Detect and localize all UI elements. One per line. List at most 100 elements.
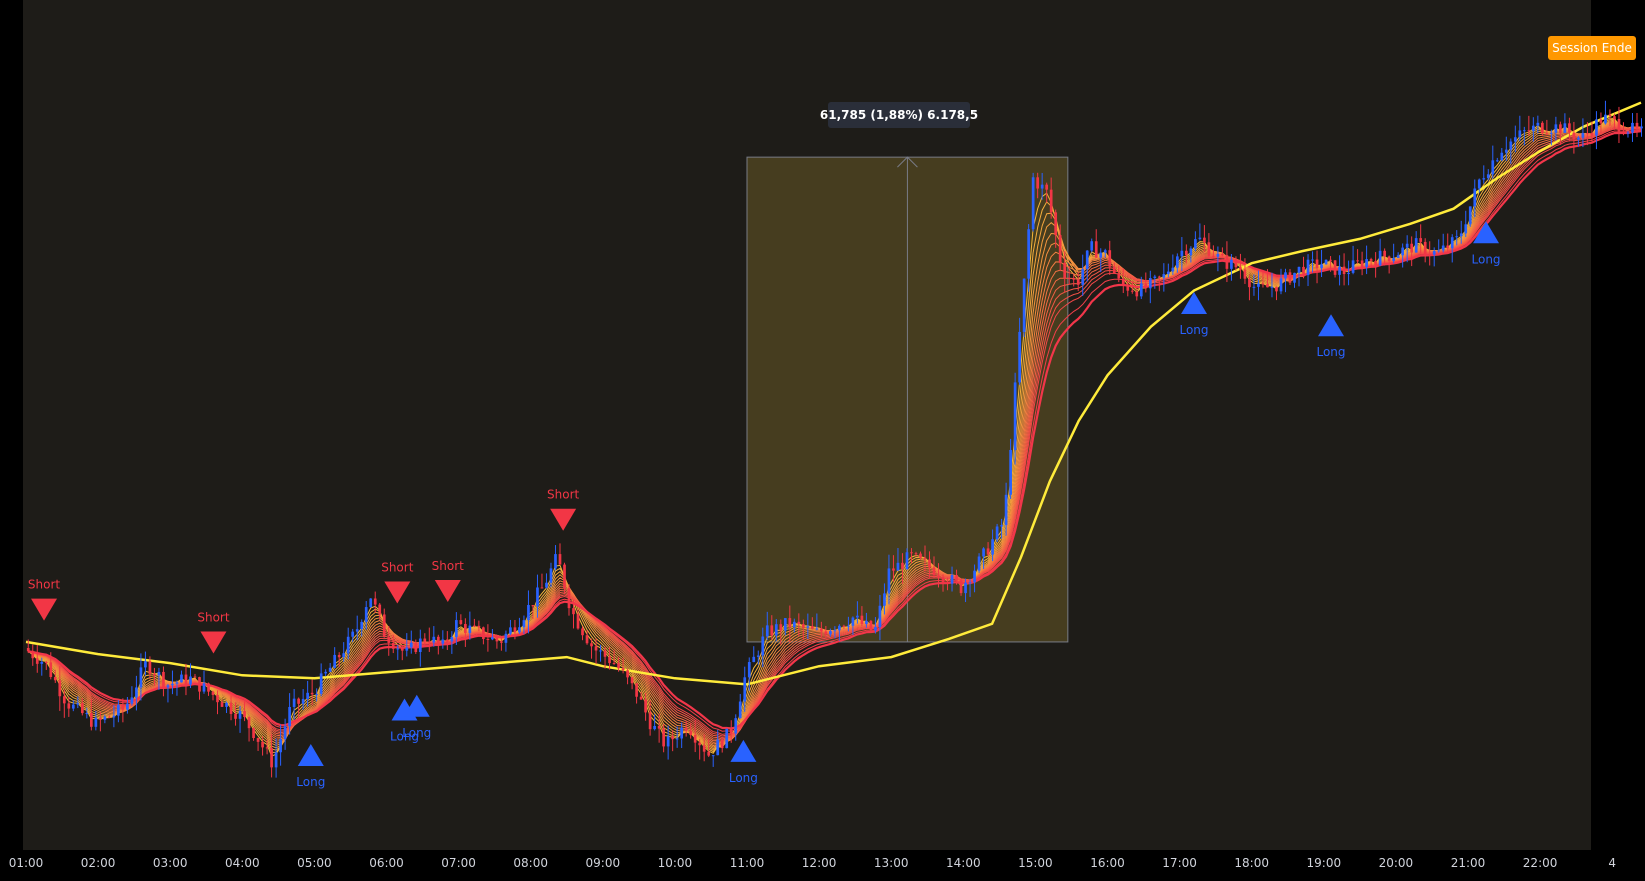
candle-body bbox=[707, 751, 711, 756]
candle-body bbox=[1248, 278, 1251, 288]
candle bbox=[1203, 225, 1206, 252]
candle-body bbox=[1509, 141, 1513, 150]
candle-body bbox=[1581, 133, 1585, 138]
candle-body bbox=[1288, 272, 1292, 283]
candle-body bbox=[1423, 241, 1427, 255]
candle bbox=[585, 630, 589, 645]
candle bbox=[590, 638, 593, 659]
candle-body bbox=[653, 726, 656, 730]
candle bbox=[256, 737, 260, 751]
candle-body bbox=[1180, 250, 1184, 257]
long-label: Long bbox=[1472, 252, 1501, 266]
candle-body bbox=[892, 568, 895, 571]
candle-body bbox=[445, 639, 449, 642]
range-label: 61,785 (1,88%) 6.178,5 bbox=[820, 102, 978, 128]
candle bbox=[1063, 251, 1067, 293]
candle-body bbox=[1545, 133, 1549, 135]
candle bbox=[797, 613, 801, 637]
candle bbox=[1293, 272, 1296, 288]
candle bbox=[427, 627, 431, 652]
candle bbox=[400, 644, 404, 661]
candle bbox=[1081, 254, 1085, 296]
candle-body bbox=[1121, 278, 1125, 285]
candle-body bbox=[1000, 525, 1003, 527]
candle bbox=[1635, 112, 1639, 138]
candle bbox=[1383, 248, 1386, 266]
candle-body bbox=[1112, 266, 1116, 274]
candle bbox=[1450, 234, 1454, 263]
candle bbox=[1360, 251, 1364, 276]
candle bbox=[1590, 121, 1594, 142]
session-end-marker[interactable]: Session Ende bbox=[1548, 36, 1636, 60]
candle-body bbox=[89, 712, 93, 727]
candle-body bbox=[1252, 286, 1256, 288]
candle-body bbox=[937, 575, 940, 578]
candle bbox=[126, 697, 129, 714]
signal-long: Long bbox=[729, 739, 758, 785]
time-tick-label: 13:00 bbox=[874, 856, 909, 870]
candle-body bbox=[626, 670, 629, 678]
candle bbox=[310, 679, 314, 706]
candle-body bbox=[1464, 224, 1468, 234]
candle-body bbox=[337, 654, 341, 658]
candle bbox=[1374, 252, 1377, 278]
candle bbox=[1599, 112, 1603, 134]
signal-long: Long bbox=[1472, 221, 1501, 266]
candle-body bbox=[166, 685, 170, 688]
candle bbox=[914, 551, 918, 557]
candle bbox=[581, 626, 584, 641]
candle-body bbox=[1513, 137, 1517, 142]
candle-body bbox=[486, 639, 490, 641]
session-end-badge[interactable] bbox=[1548, 36, 1636, 60]
candle bbox=[44, 660, 48, 670]
candle-body bbox=[973, 570, 976, 583]
candle bbox=[1500, 147, 1504, 162]
candle-body bbox=[1387, 256, 1391, 262]
candle bbox=[1221, 247, 1224, 257]
candle bbox=[459, 614, 463, 626]
short-label: Short bbox=[28, 578, 60, 592]
candle bbox=[1009, 438, 1012, 499]
candle bbox=[851, 616, 855, 635]
candle bbox=[473, 618, 476, 628]
candle bbox=[847, 616, 850, 632]
candle-body bbox=[135, 687, 138, 698]
candle-body bbox=[364, 607, 368, 622]
candle-body bbox=[1157, 276, 1161, 278]
candle bbox=[919, 551, 922, 560]
candle-body bbox=[599, 650, 602, 652]
candle bbox=[1531, 117, 1535, 142]
candle bbox=[31, 644, 35, 666]
candle-body bbox=[1234, 259, 1238, 268]
time-tick-label: 07:00 bbox=[441, 856, 476, 870]
candle bbox=[806, 613, 810, 639]
candle-body bbox=[1076, 279, 1080, 285]
candle bbox=[774, 619, 778, 642]
candle bbox=[364, 600, 368, 630]
candle-body bbox=[1013, 382, 1017, 450]
candle-body bbox=[522, 620, 526, 628]
candle-body bbox=[491, 637, 494, 640]
candle bbox=[513, 620, 517, 640]
candle-body bbox=[1468, 206, 1472, 225]
candle bbox=[612, 649, 616, 665]
candle bbox=[1351, 245, 1355, 275]
candle-body bbox=[171, 683, 174, 686]
time-tick-label: 20:00 bbox=[1379, 856, 1414, 870]
candle-body bbox=[1153, 276, 1157, 279]
candle bbox=[1239, 253, 1242, 279]
candle bbox=[738, 694, 742, 719]
candle bbox=[1333, 260, 1337, 278]
candle-body bbox=[477, 625, 481, 628]
short-arrow-icon bbox=[550, 508, 577, 531]
candle bbox=[716, 729, 720, 756]
candle-body bbox=[964, 582, 967, 594]
candle-body bbox=[1207, 242, 1211, 256]
candle bbox=[1477, 178, 1481, 193]
candle-body bbox=[518, 627, 521, 633]
candle-body bbox=[202, 683, 206, 692]
candle-body bbox=[1559, 124, 1562, 133]
candle-body bbox=[1054, 212, 1058, 236]
candle bbox=[157, 667, 161, 690]
